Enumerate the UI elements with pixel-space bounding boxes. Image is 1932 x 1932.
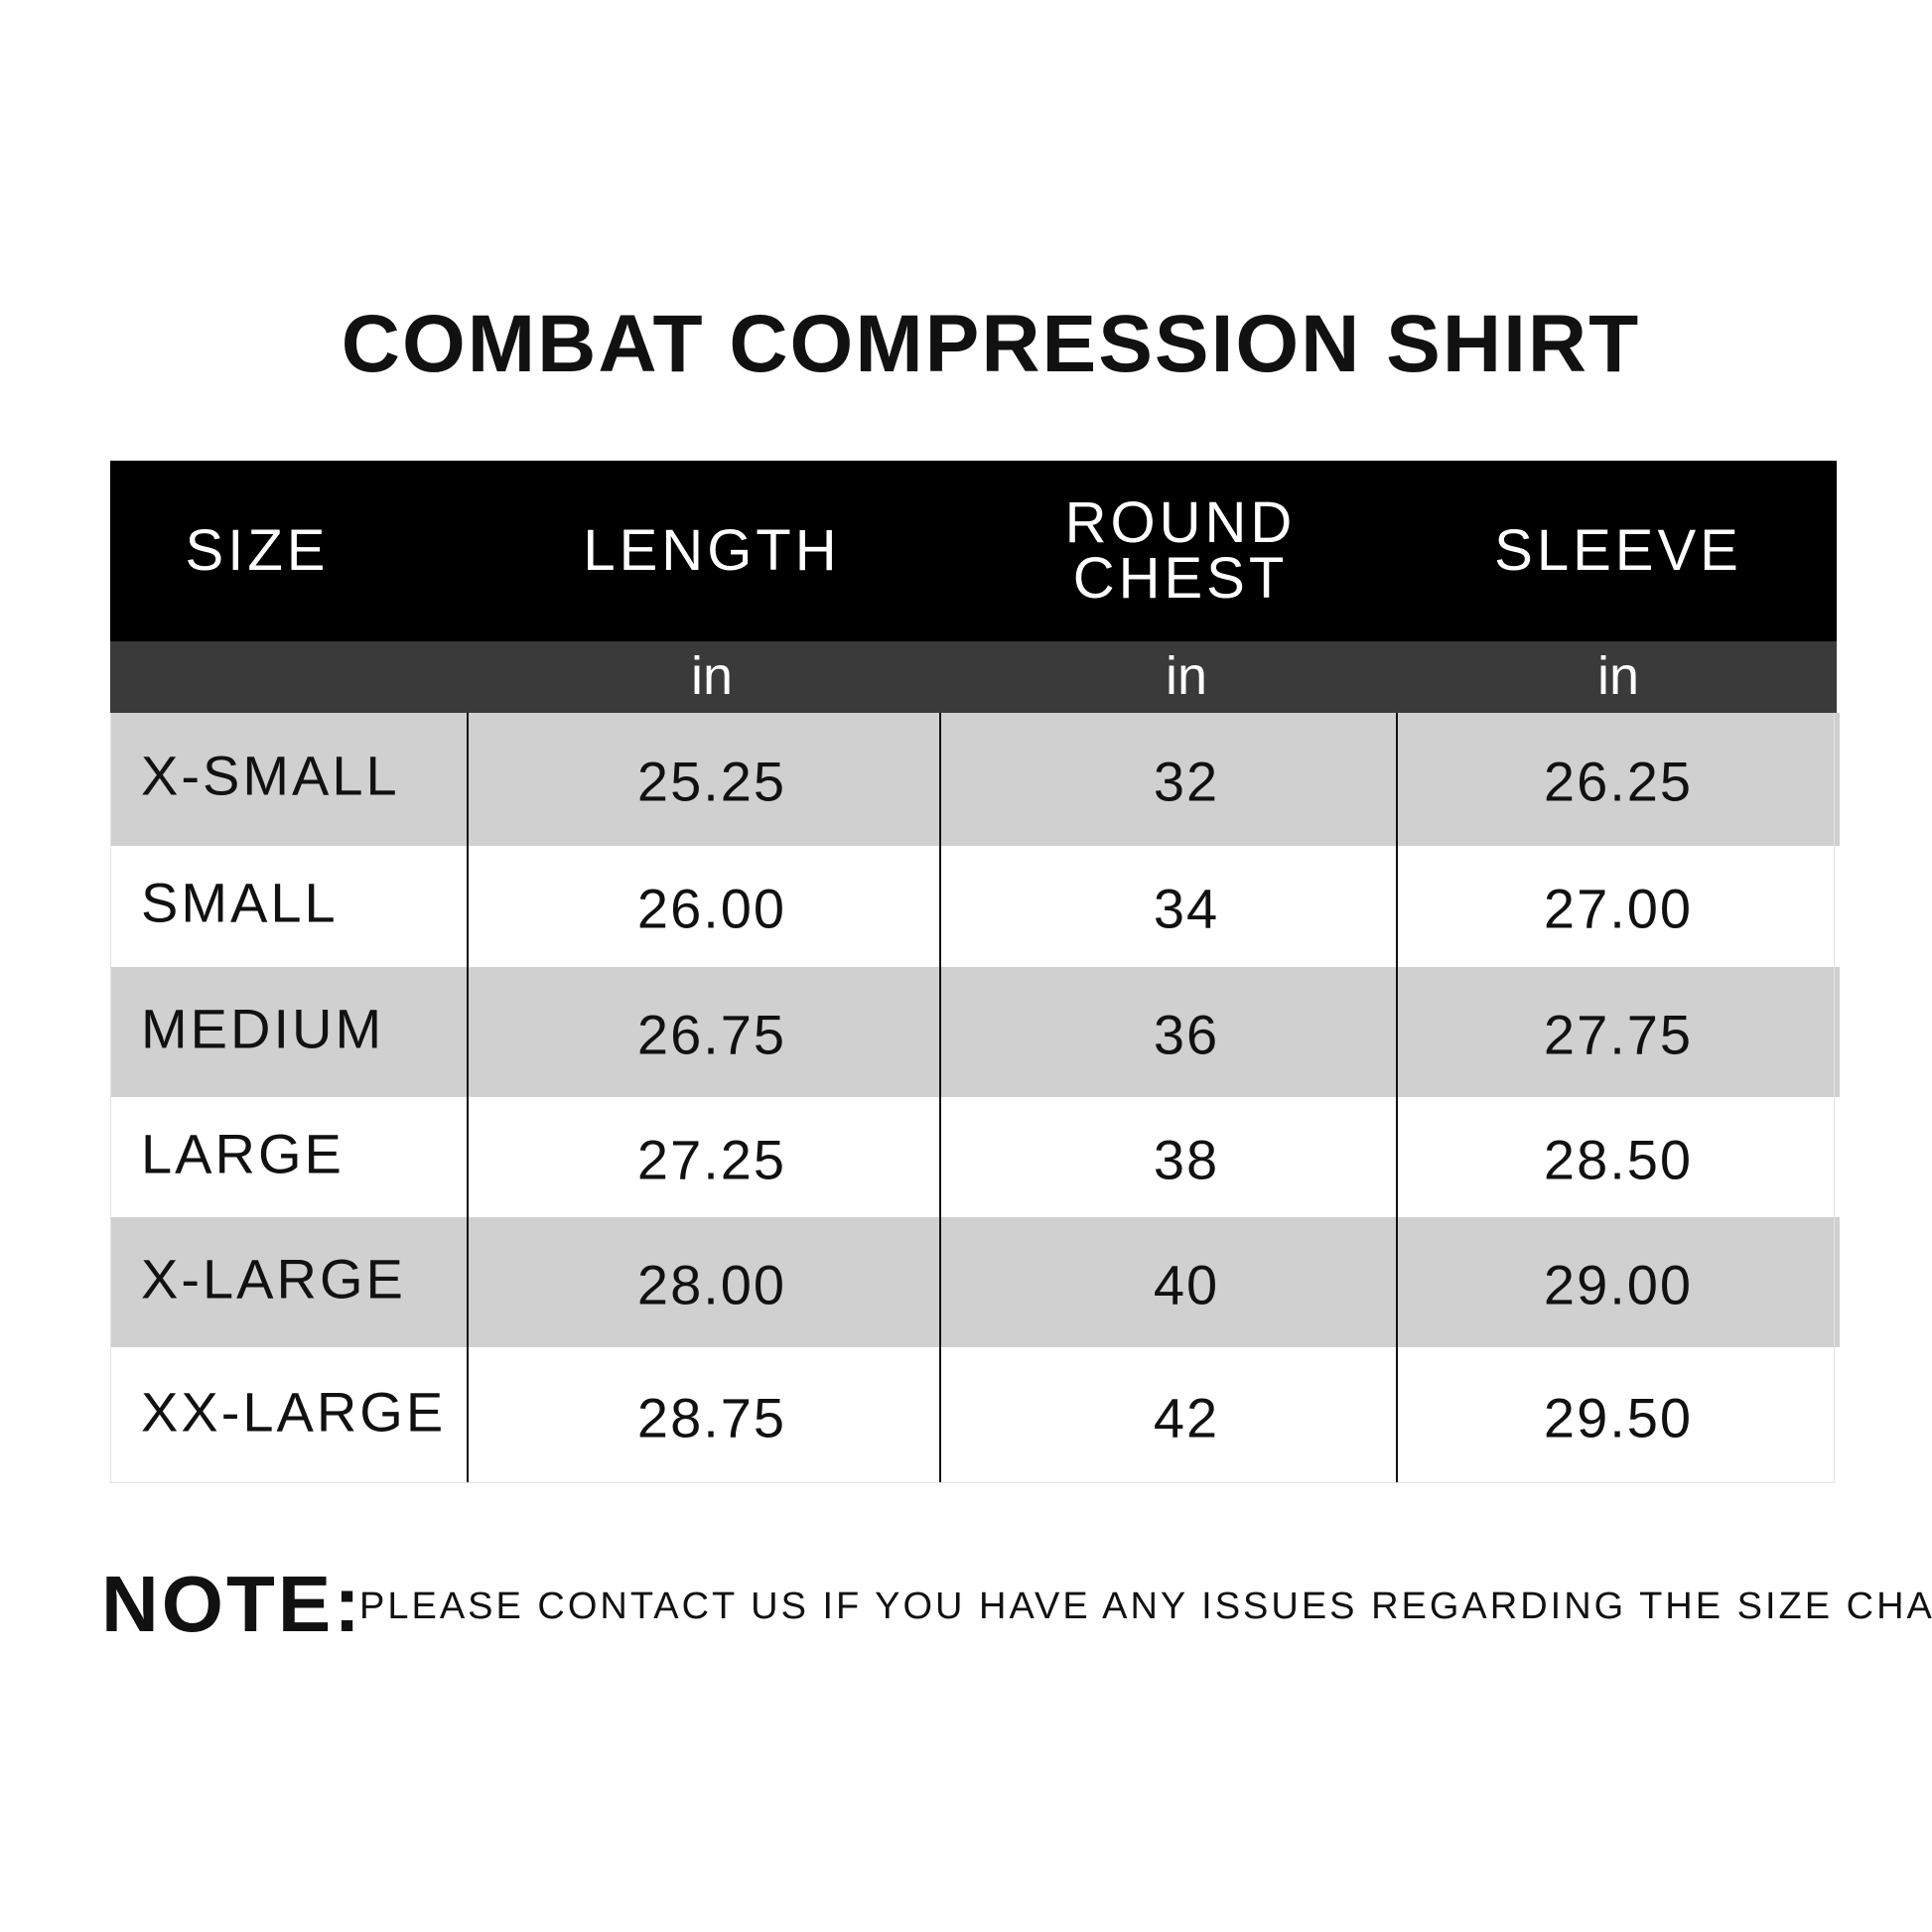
column-header: ROUND CHEST [1064, 490, 1297, 611]
table-cell: 28.00 [636, 1253, 787, 1315]
column-divider [1396, 713, 1398, 1483]
column-divider [939, 713, 941, 1483]
unit-label: in [1165, 646, 1208, 706]
size-label: MEDIUM [141, 997, 385, 1059]
table-cell: 38 [1153, 1128, 1220, 1190]
unit-label: in [1596, 646, 1640, 706]
size-label: X-LARGE [141, 1247, 406, 1310]
table-row [110, 713, 1840, 846]
note-text: PLEASE CONTACT US IF YOU HAVE ANY ISSUES… [359, 1586, 1932, 1627]
table-cell: 26.75 [636, 1003, 787, 1065]
table-cell: 29.50 [1543, 1386, 1694, 1449]
table-cell: 28.50 [1543, 1128, 1694, 1190]
table-header [110, 461, 1837, 641]
size-label: SMALL [141, 871, 339, 934]
table-cell: 27.75 [1543, 1003, 1694, 1065]
table-cell: 25.25 [636, 750, 787, 813]
size-label: X-SMALL [141, 744, 400, 807]
table-cell: 26.25 [1543, 750, 1694, 813]
table-border [110, 713, 1835, 1483]
table-cell: 29.00 [1543, 1253, 1694, 1315]
units-row [110, 641, 1837, 713]
size-label: XX-LARGE [141, 1380, 447, 1443]
table-row [110, 1347, 1840, 1483]
size-label: LARGE [141, 1122, 345, 1184]
table-cell: 32 [1153, 750, 1220, 813]
column-divider [467, 713, 469, 1483]
column-header: SIZE [185, 518, 330, 583]
table-cell: 42 [1153, 1386, 1220, 1449]
table-cell: 28.75 [636, 1386, 787, 1449]
table-cell: 26.00 [636, 877, 787, 940]
note-label: NOTE: [101, 1560, 363, 1648]
table-cell: 27.25 [636, 1128, 787, 1190]
table-cell: 36 [1153, 1003, 1220, 1065]
table-cell: 40 [1153, 1253, 1220, 1315]
table-cell: 27.00 [1543, 877, 1694, 940]
table-row [110, 846, 1840, 967]
title: COMBAT COMPRESSION SHIRT [341, 299, 1641, 389]
unit-label: in [690, 646, 734, 706]
table-row [110, 1097, 1840, 1217]
table-row [110, 967, 1840, 1097]
table-cell: 34 [1153, 877, 1220, 940]
column-header: LENGTH [583, 518, 841, 583]
table-row [110, 1217, 1840, 1347]
column-header: SLEEVE [1494, 518, 1742, 583]
